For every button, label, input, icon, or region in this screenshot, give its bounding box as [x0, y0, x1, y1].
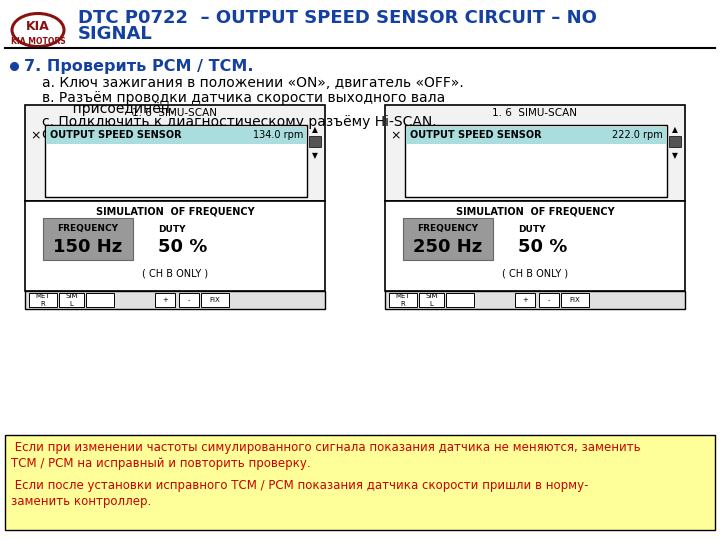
Text: ▲: ▲ [672, 125, 678, 134]
Bar [45, 125, 307, 197]
Bar [25, 201, 325, 291]
Text: OUTPUT SPEED SENSOR: OUTPUT SPEED SENSOR [50, 131, 181, 140]
Bar [43, 218, 133, 260]
Text: DUTY: DUTY [158, 225, 186, 233]
Text: ▼: ▼ [672, 152, 678, 160]
Text: c. Подключить к диагностическому разъёму Hi-SCAN.: c. Подключить к диагностическому разъёму… [42, 115, 436, 129]
Text: SIMULATION  OF FREQUENCY: SIMULATION OF FREQUENCY [96, 207, 254, 217]
Text: FREQUENCY: FREQUENCY [418, 225, 479, 233]
Text: d. Установить режим SIMU-SCAN.: d. Установить режим SIMU-SCAN. [42, 127, 284, 141]
Text: FIX: FIX [570, 297, 580, 303]
Bar [669, 136, 681, 147]
Text: SIM
L: SIM L [426, 294, 438, 307]
Text: Если при изменении частоты симулированного сигнала показания датчика не меняются: Если при изменении частоты симулированно… [11, 442, 641, 455]
Bar [309, 136, 321, 147]
Text: +: + [522, 297, 528, 303]
Bar [446, 293, 474, 307]
Text: 1. 6  SIMU-SCAN: 1. 6 SIMU-SCAN [132, 108, 217, 118]
Bar [419, 293, 444, 307]
Bar [405, 125, 667, 197]
Bar [539, 293, 559, 307]
Text: ТСМ / РСМ на исправный и повторить проверку.: ТСМ / РСМ на исправный и повторить прове… [11, 457, 310, 470]
Text: ×: × [31, 129, 41, 142]
Text: +: + [162, 297, 168, 303]
Bar [403, 218, 493, 260]
Text: Если после установки исправного ТСМ / РСМ показания датчика скорости пришли в но: Если после установки исправного ТСМ / РС… [11, 478, 588, 491]
Text: ( CH B ONLY ): ( CH B ONLY ) [142, 268, 208, 278]
Text: -: - [548, 297, 550, 303]
Text: 1. 6  SIMU-SCAN: 1. 6 SIMU-SCAN [492, 108, 577, 118]
Text: KIA MOTORS: KIA MOTORS [11, 37, 66, 45]
Bar [389, 293, 417, 307]
Bar [561, 293, 589, 307]
Bar [5, 435, 715, 530]
Bar [179, 293, 199, 307]
Text: ×: × [391, 129, 401, 142]
Text: SIMULATION  OF FREQUENCY: SIMULATION OF FREQUENCY [456, 207, 614, 217]
Text: FIX: FIX [210, 297, 220, 303]
Text: SIGNAL: SIGNAL [78, 25, 153, 43]
Bar [25, 291, 325, 309]
Text: в. Разъём проводки датчика скорости выходного вала: в. Разъём проводки датчика скорости выхо… [42, 91, 445, 105]
Text: MET
R: MET R [396, 294, 410, 307]
Text: FREQUENCY: FREQUENCY [58, 225, 119, 233]
Text: SIM
L: SIM L [66, 294, 78, 307]
Bar [385, 201, 685, 291]
Bar [155, 293, 175, 307]
Bar [385, 105, 685, 201]
Text: DUTY: DUTY [518, 225, 546, 233]
Text: KIA: KIA [26, 21, 50, 33]
Text: DTC P0722  – OUTPUT SPEED SENSOR CIRCUIT – NO: DTC P0722 – OUTPUT SPEED SENSOR CIRCUIT … [78, 9, 597, 27]
Bar [515, 293, 535, 307]
Text: заменить контроллер.: заменить контроллер. [11, 496, 151, 509]
Text: MET
R: MET R [36, 294, 50, 307]
Text: ▲: ▲ [312, 125, 318, 134]
Bar [29, 293, 57, 307]
Text: 250 Hz: 250 Hz [413, 238, 482, 256]
Text: 50 %: 50 % [518, 238, 567, 256]
Text: 7. Проверить PCM / TCM.: 7. Проверить PCM / TCM. [24, 58, 253, 73]
Text: 150 Hz: 150 Hz [53, 238, 122, 256]
Text: OUTPUT SPEED SENSOR: OUTPUT SPEED SENSOR [410, 131, 541, 140]
Text: 222.0 rpm: 222.0 rpm [612, 131, 663, 140]
Text: 50 %: 50 % [158, 238, 207, 256]
Text: -: - [188, 297, 190, 303]
Text: ( CH B ONLY ): ( CH B ONLY ) [502, 268, 568, 278]
Bar [46, 127, 306, 144]
Bar [406, 127, 666, 144]
Text: a. Ключ зажигания в положении «ON», двигатель «OFF».: a. Ключ зажигания в положении «ON», двиг… [42, 76, 464, 90]
Text: ▼: ▼ [312, 152, 318, 160]
Bar [385, 291, 685, 309]
Text: присоединён.: присоединён. [42, 102, 174, 116]
Text: 134.0 rpm: 134.0 rpm [253, 131, 303, 140]
Bar [86, 293, 114, 307]
Bar [201, 293, 229, 307]
Bar [59, 293, 84, 307]
Bar [25, 105, 325, 201]
